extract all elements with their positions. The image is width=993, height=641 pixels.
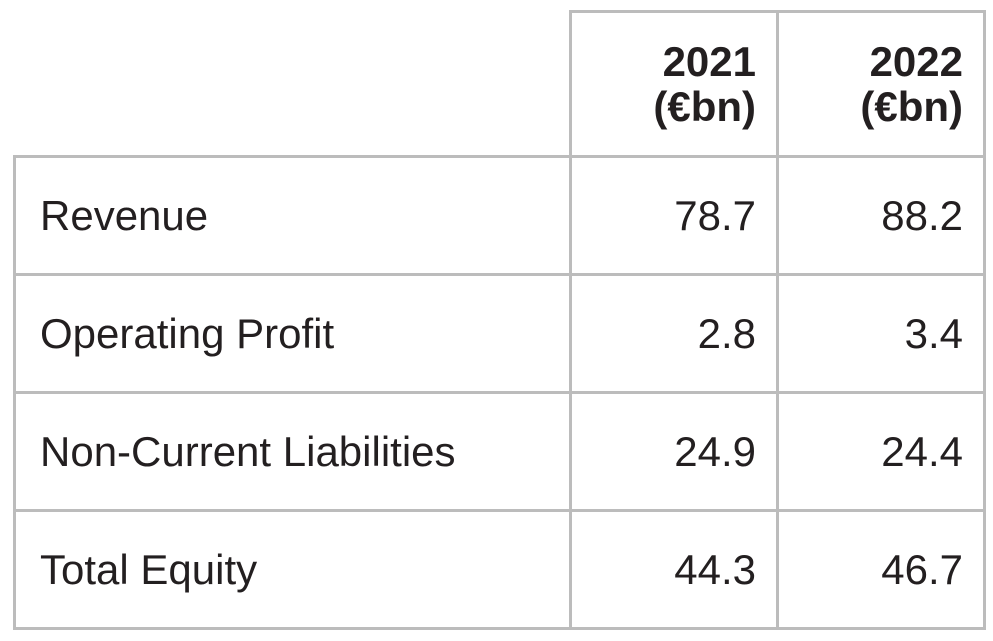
column-header-2022: 2022 (€bn) bbox=[776, 10, 986, 158]
row-label: Operating Profit bbox=[13, 273, 572, 394]
column-header-2021: 2021 (€bn) bbox=[569, 10, 779, 158]
value-cell: 2.8 bbox=[569, 273, 779, 394]
value-cell: 24.9 bbox=[569, 391, 779, 512]
value-cell: 44.3 bbox=[569, 509, 779, 630]
column-unit: (€bn) bbox=[653, 83, 756, 130]
financial-summary-table: 2021 (€bn) 2022 (€bn) Revenue 78.7 88.2 … bbox=[13, 10, 986, 630]
value-cell: 3.4 bbox=[776, 273, 986, 394]
value-cell: 24.4 bbox=[776, 391, 986, 512]
table-header-row: 2021 (€bn) 2022 (€bn) bbox=[14, 10, 986, 158]
table-row-non-current-liabilities: Non-Current Liabilities 24.9 24.4 bbox=[13, 391, 986, 512]
column-year: 2021 bbox=[662, 37, 756, 85]
value-cell: 78.7 bbox=[569, 155, 779, 276]
row-label: Revenue bbox=[13, 155, 572, 276]
value-cell: 88.2 bbox=[776, 155, 986, 276]
column-unit: (€bn) bbox=[860, 83, 963, 130]
table-row-total-equity: Total Equity 44.3 46.7 bbox=[13, 509, 986, 630]
empty-corner-cell bbox=[14, 11, 572, 158]
row-label: Non-Current Liabilities bbox=[13, 391, 572, 512]
column-year: 2022 bbox=[869, 37, 963, 85]
value-cell: 46.7 bbox=[776, 509, 986, 630]
table-row-operating-profit: Operating Profit 2.8 3.4 bbox=[13, 273, 986, 394]
row-label: Total Equity bbox=[13, 509, 572, 630]
table-row-revenue: Revenue 78.7 88.2 bbox=[13, 155, 986, 276]
